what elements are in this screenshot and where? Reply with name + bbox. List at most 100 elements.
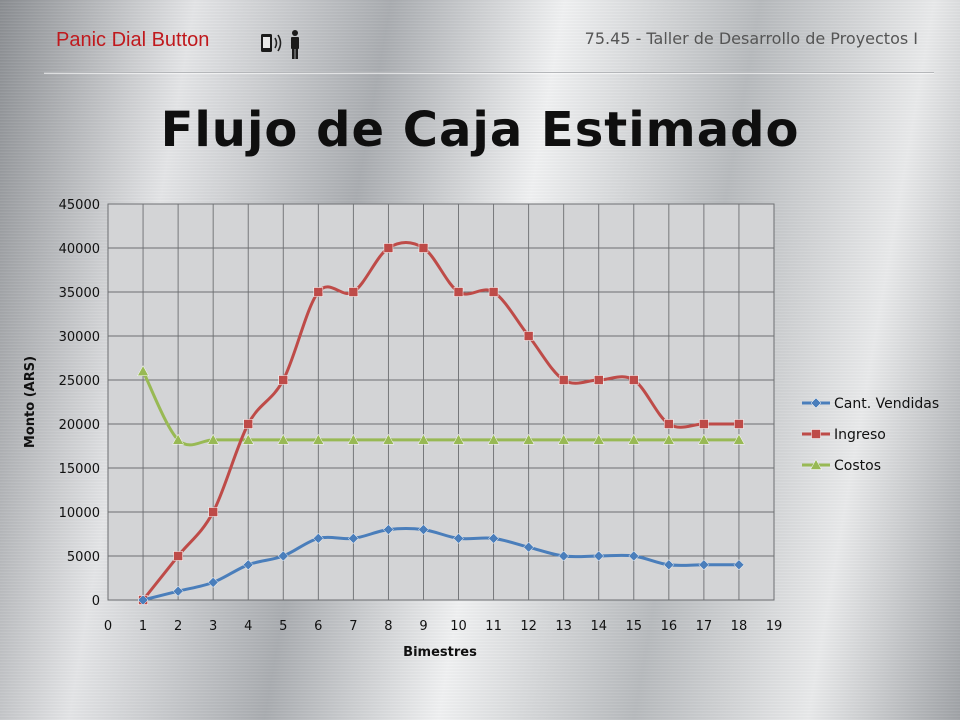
phone-person-icon [261,30,299,59]
x-tick-label: 3 [209,619,217,634]
y-tick-label: 0 [92,594,100,609]
data-point-costos [242,433,255,445]
x-tick-label: 10 [450,619,467,634]
data-point-cant-vendidas [698,559,710,571]
data-point-cant-vendidas [488,533,499,544]
x-axis-title: Bimestres [403,645,477,660]
y-tick-label: 35000 [59,286,100,301]
data-point-ingreso [593,375,604,385]
data-point-costos [733,433,745,445]
y-tick-label: 20000 [59,418,100,433]
x-tick-label: 4 [244,619,252,634]
data-point-costos [487,433,500,445]
x-tick-label: 1 [139,619,147,634]
x-tick-label: 13 [555,619,572,634]
plot-border [107,203,775,601]
data-point-ingreso [453,287,464,297]
data-point-costos [662,433,675,445]
data-point-cant-vendidas [593,550,605,562]
data-point-cant-vendidas [628,550,640,562]
y-tick-label: 45000 [59,198,100,213]
data-point-ingreso [699,419,709,429]
y-axis-title: Monto (ARS) [23,356,38,448]
data-point-ingreso [208,507,218,517]
data-point-costos [137,365,149,376]
data-point-costos [347,433,360,445]
course-name: 75.45 - Taller de Desarrollo de Proyecto… [584,29,918,48]
data-point-cant-vendidas [137,594,149,606]
series-ingreso [138,241,744,605]
x-tick-label: 0 [104,619,112,634]
y-tick-label: 5000 [67,550,100,565]
data-point-cant-vendidas [242,559,254,571]
x-tick-label: 19 [766,619,783,634]
data-point-cant-vendidas [663,559,675,571]
x-tick-label: 7 [349,619,357,634]
y-tick-label: 40000 [59,242,100,257]
x-tick-label: 14 [590,619,607,634]
x-tick-label: 15 [626,619,643,634]
legend-label-cant-vendidas: Cant. Vendidas [834,396,939,412]
data-point-cant-vendidas [277,550,289,562]
data-point-costos [697,433,710,445]
plot-area [108,204,774,600]
x-tick-label: 8 [384,619,392,634]
data-point-costos [207,433,220,445]
series-cant-vendidas [137,524,745,606]
y-tick-label: 25000 [59,374,100,389]
data-point-cant-vendidas [733,559,745,571]
legend-item-cant-vendidas: Cant. Vendidas [802,396,939,412]
x-tick-label: 11 [485,619,502,634]
x-tick-label: 5 [279,619,287,634]
brand-name: Panic Dial Button [56,29,210,51]
data-point-costos [417,433,430,445]
chart-title: Flujo de Caja Estimado [160,102,800,158]
data-point-cant-vendidas [523,541,534,553]
data-point-costos [522,433,535,445]
data-point-costos [382,433,395,445]
data-point-costos [312,433,325,445]
data-point-cant-vendidas [558,550,570,562]
data-point-ingreso [173,551,183,561]
legend-label-costos: Costos [834,458,881,474]
data-point-ingreso [348,287,359,297]
data-point-ingreso [734,419,744,429]
data-point-costos [452,433,465,445]
data-point-ingreso [243,419,253,429]
data-point-costos [172,433,185,445]
x-tick-label: 16 [661,619,678,634]
data-point-cant-vendidas [312,533,324,544]
header-divider [44,72,934,73]
legend-marker-ingreso [811,429,821,439]
data-point-ingreso [383,243,394,253]
x-tick-label: 12 [520,619,537,634]
data-point-ingreso [418,243,429,253]
data-point-costos [627,433,640,445]
data-point-cant-vendidas [207,577,219,588]
data-point-ingreso [313,287,324,297]
y-tick-label: 30000 [59,330,100,345]
legend-item-costos: Costos [802,458,881,474]
legend-item-ingreso: Ingreso [802,427,886,443]
x-tick-label: 2 [174,619,182,634]
data-point-costos [557,433,570,445]
y-tick-label: 15000 [59,462,100,477]
data-point-cant-vendidas [383,524,394,535]
data-point-cant-vendidas [453,533,464,544]
x-tick-label: 18 [731,619,748,634]
data-point-ingreso [278,375,289,385]
data-point-cant-vendidas [172,585,184,597]
data-point-costos [592,433,605,445]
data-point-cant-vendidas [418,524,429,535]
x-tick-label: 6 [314,619,322,634]
legend-marker-costos [810,458,822,470]
x-tick-label: 9 [419,619,427,634]
legend-label-ingreso: Ingreso [834,427,886,443]
data-point-cant-vendidas [348,533,359,544]
data-point-costos [277,433,290,445]
data-point-ingreso [664,419,674,429]
data-point-ingreso [558,375,569,385]
data-point-ingreso [523,331,534,341]
data-point-ingreso [488,287,499,297]
